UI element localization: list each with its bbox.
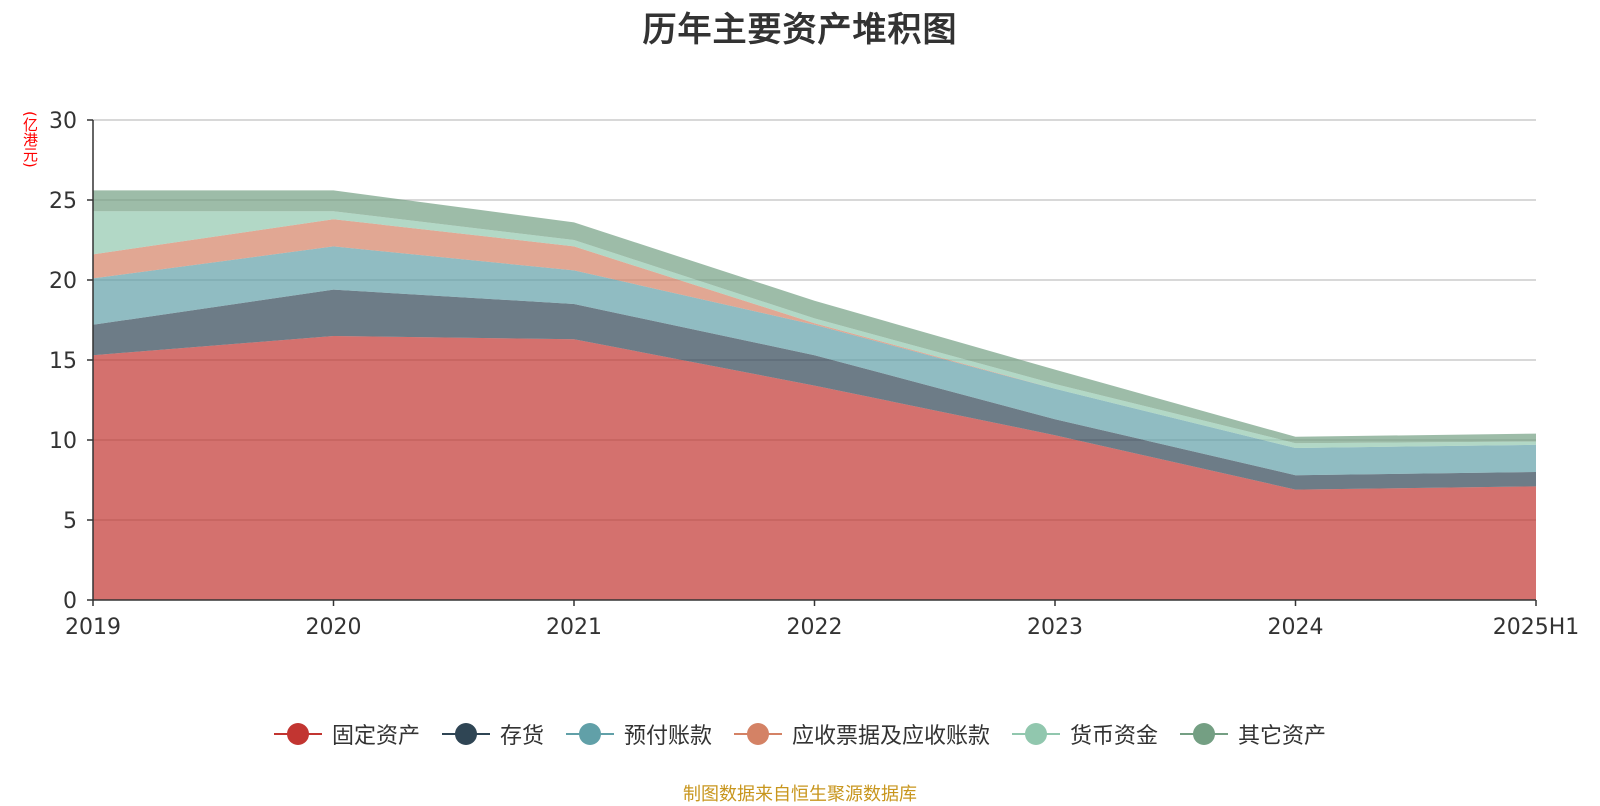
legend-item-1[interactable]: 固定资产 [273,718,420,750]
legend-item-3[interactable]: 预付账款 [565,718,712,750]
legend-label: 应收票据及应收账款 [792,724,991,749]
legend-marker [1012,723,1061,745]
area-series-3 [93,246,1536,476]
legend-item-4[interactable]: 应收票据及应收账款 [734,718,990,750]
legend-marker [273,723,322,745]
legend-label: 其它资产 [1238,724,1327,749]
area-series-2 [93,289,1536,490]
legend-item-6[interactable]: 其它资产 [1180,718,1326,750]
x-tick-label: 2023 [1027,615,1083,640]
x-tick-label: 2025H1 [1493,615,1580,640]
y-tick-label: 5 [63,509,77,534]
legend-label: 预付账款 [623,724,712,749]
y-tick-label: 0 [63,589,77,614]
y-tick-label: 25 [49,189,77,214]
y-tick-label: 30 [49,109,77,134]
x-tick-label: 2019 [65,615,121,640]
data-source-note: 制图数据来自恒生聚源数据库 [683,784,917,805]
x-tick-label: 2022 [787,615,843,640]
legend-label: 货币资金 [1070,724,1159,749]
legend-marker [441,723,490,745]
x-tick-label: 2020 [306,615,362,640]
chart-legend: 固定资产 存货 预付账款 应收票据及应收账款 货币资金 其它资产 [0,718,1600,750]
area-series-6 [93,190,1536,444]
legend-item-2[interactable]: 存货 [441,718,544,750]
chart-title: 历年主要资产堆积图 [642,10,958,50]
legend-label: 固定资产 [331,724,420,749]
legend-marker [1180,723,1229,745]
legend-item-5[interactable]: 货币资金 [1012,718,1158,750]
x-tick-label: 2024 [1268,615,1324,640]
x-tick-label: 2021 [546,615,602,640]
legend-marker [565,723,614,745]
area-series-1 [93,336,1536,600]
y-tick-label: 10 [49,429,77,454]
y-axis-unit-label: (亿港元) [21,110,39,168]
y-tick-label: 20 [49,269,77,294]
legend-label: 存货 [499,724,544,749]
y-tick-label: 15 [49,349,77,374]
legend-marker [734,723,782,745]
area-series-4 [93,219,1536,448]
